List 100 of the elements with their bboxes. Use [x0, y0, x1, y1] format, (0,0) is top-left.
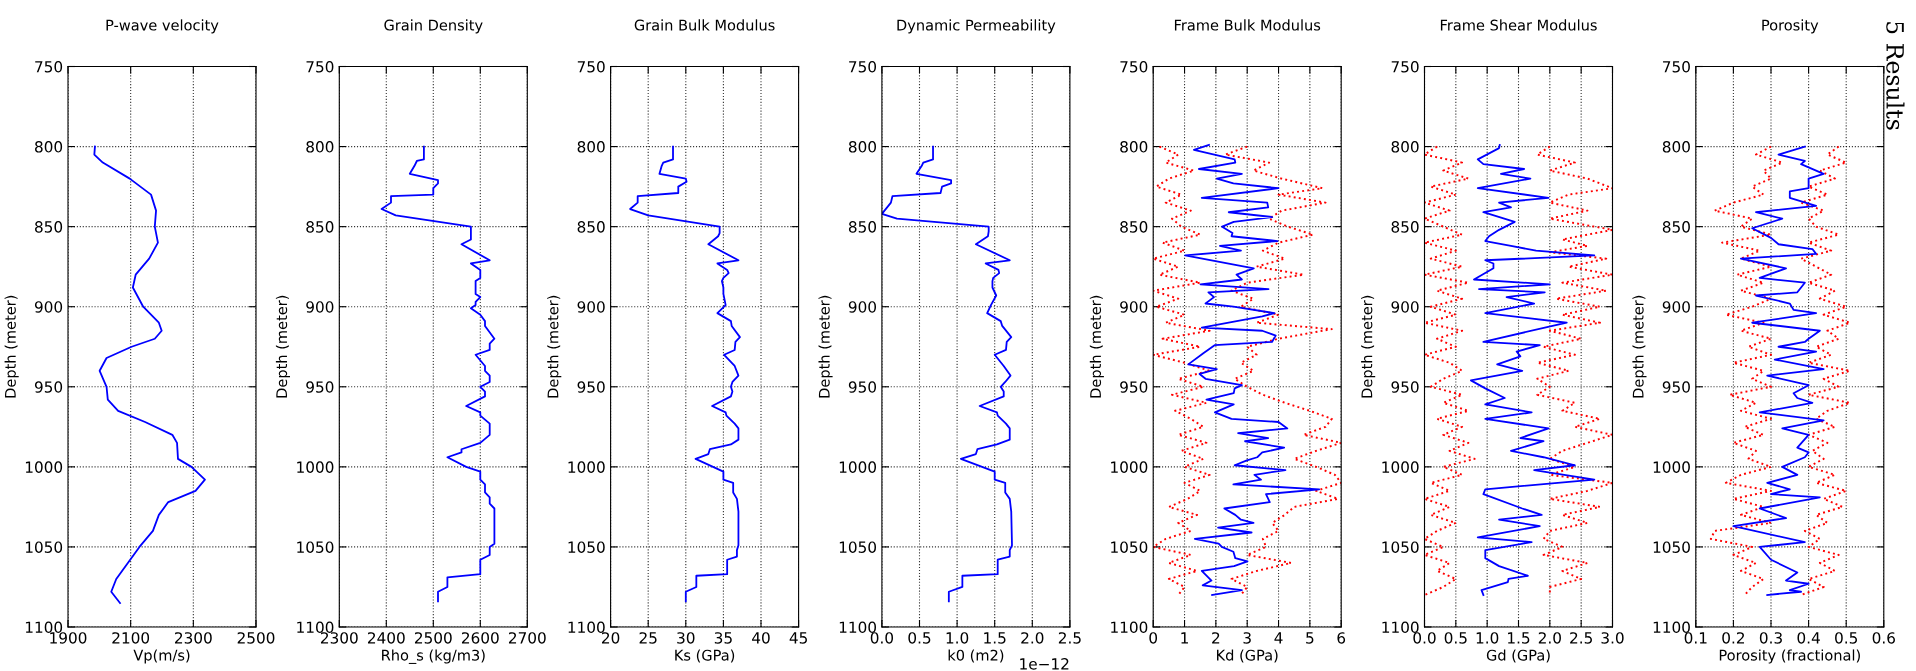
x-tick-label: 2.0 — [1021, 632, 1044, 644]
x-tick-label: 0.5 — [908, 632, 931, 644]
y-tick-label: 850 — [35, 221, 63, 233]
y-tick-label: 750 — [577, 60, 605, 73]
x-axis-title: Kd (GPa) — [1217, 649, 1278, 663]
y-tick-label: 800 — [848, 141, 877, 153]
x-tick-label: 4 — [1274, 632, 1283, 644]
x-axis-title: Porosity (fractional) — [1719, 649, 1860, 664]
y-tick-label: 800 — [577, 141, 605, 153]
y-tick-label: 900 — [306, 301, 334, 313]
y-tick-label: 950 — [577, 381, 605, 393]
x-tick-label: 30 — [677, 632, 695, 644]
y-tick-label: 750 — [1391, 60, 1419, 73]
y-tick-label: 1000 — [1653, 461, 1690, 473]
x-tick-label: 35 — [714, 632, 732, 644]
y-tick-label: 950 — [1662, 381, 1690, 393]
x-tick-label: 2.5 — [1058, 632, 1081, 644]
y-tick-label: 850 — [1120, 221, 1148, 233]
y-axis-title: Depth (meter) — [818, 295, 833, 398]
x-tick-label: 2 — [1212, 632, 1220, 644]
y-tick-label: 900 — [34, 301, 63, 313]
x-axis-title: k0 (m2) — [948, 649, 1004, 663]
y-axis-title: Depth (meter) — [4, 295, 19, 398]
y-tick-label: 1050 — [839, 541, 877, 553]
line-series — [1424, 145, 1476, 596]
chart-title: Porosity — [1762, 19, 1819, 34]
x-tick-label: 3 — [1243, 632, 1251, 644]
y-tick-label: 800 — [306, 141, 334, 153]
x-tick-label: 0.4 — [1797, 632, 1820, 644]
x-tick-label: 2.5 — [1570, 632, 1592, 644]
y-tick-label: 1100 — [1382, 621, 1419, 634]
y-tick-label: 1000 — [297, 461, 334, 473]
chart-title: Frame Shear Modulus — [1440, 19, 1597, 31]
y-tick-label: 750 — [849, 60, 877, 73]
y-tick-label: 1050 — [25, 541, 63, 553]
x-tick-label: 0.0 — [870, 632, 894, 644]
y-tick-label: 850 — [577, 221, 605, 233]
y-tick-label: 1050 — [1382, 541, 1419, 553]
x-tick-label: 2400 — [367, 632, 405, 644]
line-series — [1732, 145, 1825, 596]
line-series — [1184, 144, 1321, 596]
x-tick-label: 45 — [789, 632, 807, 644]
x-tick-label: 1 — [1181, 632, 1188, 644]
x-tick-label: 20 — [602, 632, 620, 644]
x-tick-label: 0.3 — [1759, 632, 1782, 644]
y-tick-label: 750 — [1663, 60, 1690, 73]
y-tick-label: 850 — [1391, 221, 1419, 233]
y-tick-label: 900 — [577, 301, 605, 313]
line-series — [629, 145, 741, 603]
x-tick-label: 1.0 — [1476, 632, 1499, 644]
y-tick-label: 1050 — [1653, 541, 1690, 553]
x-tick-label: 2500 — [237, 632, 275, 644]
y-tick-label: 800 — [1662, 141, 1690, 153]
chart-title: Frame Bulk Modulus — [1174, 19, 1321, 31]
y-axis-title: Depth (meter) — [1632, 295, 1647, 398]
y-tick-label: 750 — [306, 60, 334, 73]
line-series — [380, 145, 496, 603]
y-axis-title: Depth (meter) — [547, 295, 562, 398]
y-axis-title: Depth (meter) — [1089, 295, 1104, 398]
y-tick-label: 900 — [848, 301, 877, 313]
y-tick-label: 1000 — [25, 461, 63, 473]
x-tick-label: 0.6 — [1872, 632, 1895, 644]
x-tick-label: 0.0 — [1413, 632, 1436, 644]
y-tick-label: 950 — [1120, 381, 1148, 393]
y-tick-label: 1100 — [297, 621, 334, 634]
x-tick-label: 0.5 — [1444, 632, 1467, 644]
x-tick-label: 0.2 — [1722, 632, 1745, 644]
chart-title: Dynamic Permeability — [897, 19, 1056, 34]
x-tick-label: 1900 — [50, 632, 87, 644]
y-axis-title: Depth (meter) — [275, 295, 290, 398]
line-series — [1469, 144, 1596, 596]
x-axis-title: Gd (GPa) — [1486, 649, 1550, 663]
y-tick-label: 850 — [848, 221, 877, 233]
line-series — [1709, 145, 1784, 596]
chart-title: Grain Density — [384, 19, 483, 34]
x-tick-label: 2600 — [461, 632, 499, 644]
y-tick-label: 1050 — [568, 541, 605, 553]
x-tick-label: 2300 — [320, 632, 358, 644]
line-series — [93, 145, 206, 604]
y-tick-label: 900 — [1120, 301, 1148, 313]
x-tick-label: 3.0 — [1601, 632, 1624, 644]
y-tick-label: 1100 — [1111, 621, 1148, 634]
y-tick-label: 1050 — [297, 541, 334, 553]
y-tick-label: 950 — [34, 381, 63, 393]
y-tick-label: 1050 — [1111, 541, 1148, 553]
x-axis-title: Ks (GPa) — [675, 649, 735, 663]
text: 5 Results — [1886, 22, 1905, 130]
line-series — [1800, 145, 1851, 596]
chart-title: P-wave velocity — [106, 19, 219, 34]
x-tick-label: 40 — [752, 632, 770, 644]
x-axis-title: Rho_s (kg/m3) — [382, 649, 485, 664]
x-tick-label: 0 — [1149, 632, 1158, 644]
y-tick-label: 800 — [1391, 141, 1419, 153]
y-axis-title: Depth (meter) — [1361, 295, 1376, 398]
y-tick-label: 850 — [1662, 221, 1690, 233]
x-tick-label: 0.1 — [1684, 632, 1707, 644]
y-tick-label: 750 — [35, 60, 63, 73]
x-tick-label: 1.5 — [1508, 632, 1530, 644]
y-tick-label: 800 — [35, 141, 63, 153]
line-series — [881, 145, 1013, 603]
